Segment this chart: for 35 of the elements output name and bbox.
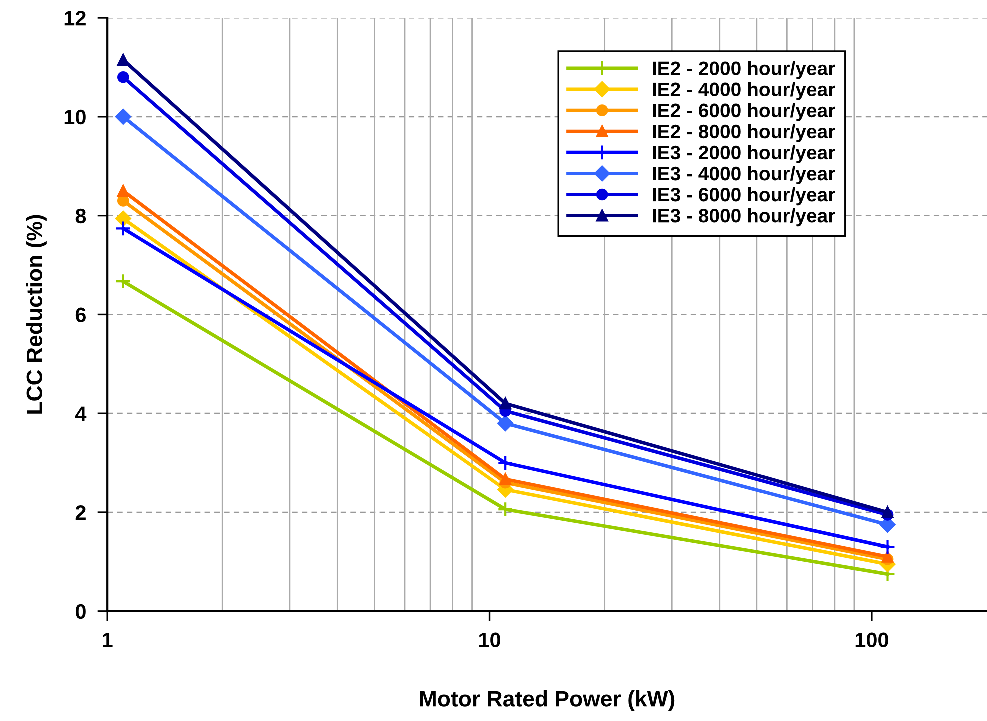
x-axis-title: Motor Rated Power (kW) [420, 690, 675, 712]
point [117, 54, 130, 66]
point [498, 455, 514, 472]
y-tick-label: 8 [76, 208, 86, 224]
y-axis-title: LCC Reduction (%) [26, 215, 47, 414]
point [880, 539, 896, 556]
legend-label: IE3 - 4000 hour/year [653, 166, 836, 185]
point [500, 398, 512, 410]
point [498, 416, 514, 432]
y-tick-label: 0 [76, 604, 86, 620]
y-tick-label: 4 [75, 406, 87, 422]
point [115, 274, 132, 290]
y-tick-label: 12 [64, 11, 86, 26]
point [115, 220, 132, 237]
x-tick-label: 100 [856, 632, 888, 648]
x-tick-label: 10 [479, 632, 500, 648]
legend-label: IE2 - 8000 hour/year [653, 124, 836, 142]
x-tick-label: 1 [103, 633, 113, 648]
point [117, 71, 130, 84]
y-tick-label: 10 [64, 110, 86, 125]
legend-label: IE2 - 2000 hour/year [653, 61, 836, 80]
point [117, 185, 130, 197]
legend-label: IE3 - 6000 hour/year [653, 187, 836, 206]
legend-label: IE2 - 6000 hour/year [653, 103, 836, 122]
legend-label: IE2 - 4000 hour/year [653, 82, 836, 100]
point [498, 502, 514, 518]
point [882, 551, 894, 563]
point [500, 473, 512, 486]
y-tick-label: 6 [76, 308, 86, 322]
legend-label: IE3 - 2000 hour/year [653, 145, 836, 164]
point [115, 109, 132, 125]
y-tick-label: 2 [76, 506, 86, 520]
point [882, 506, 894, 518]
point [115, 210, 132, 227]
legend-label: IE3 - 8000 hour/year [653, 208, 836, 227]
